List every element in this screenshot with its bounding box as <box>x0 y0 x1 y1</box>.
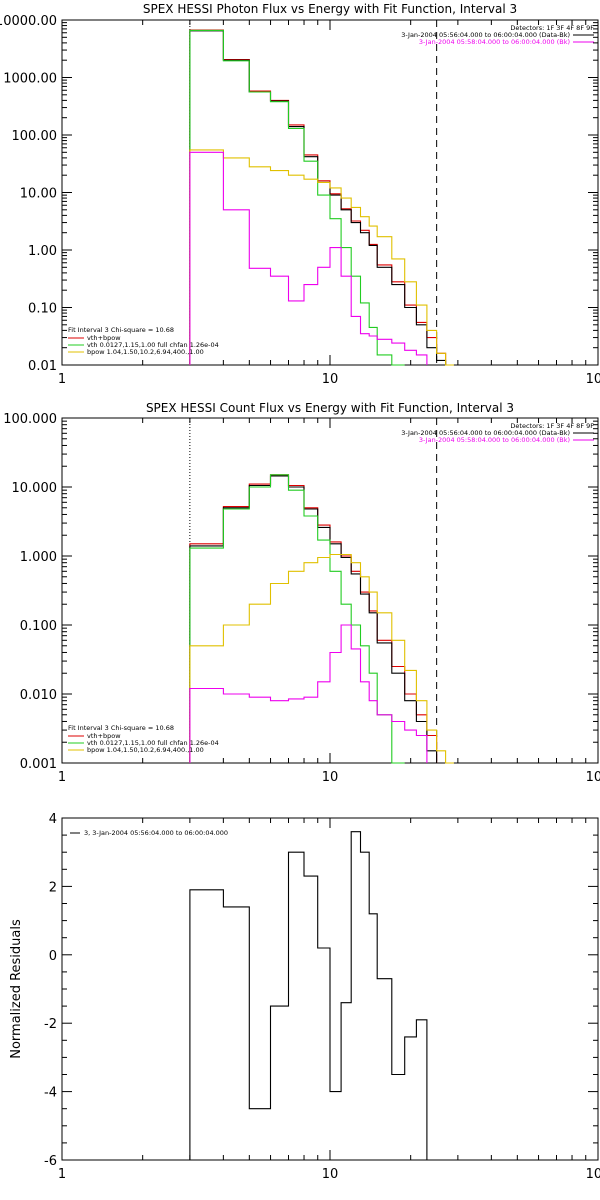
count-flux-legend-title: Fit Interval 3 Chi-square = 10.68 <box>68 724 174 732</box>
count-flux-axes: 1 10 100 0.001 0.010 0.100 1.000 10.000 100.000 <box>3 412 600 785</box>
photon-flux-detectors: Detectors: 1F 3F 4F 8F 9F <box>510 24 594 32</box>
photon-flux-xtick-label: 100 <box>586 372 600 387</box>
photon-flux-xtick-label: 1 <box>58 372 66 387</box>
residuals-series-total <box>189 831 428 1160</box>
photon-flux-series-total <box>189 30 447 365</box>
count-flux-ytick-label: 100.000 <box>3 412 57 427</box>
photon-flux-ytick-label: 1.00 <box>28 244 57 259</box>
count-flux-series <box>189 474 454 764</box>
count-flux-legend-label-3: bpow 1.04,1.50,10.2,6.94,400.,1.00 <box>87 746 204 754</box>
residuals-legend-label: 3, 3-Jan-2004 05:56:04.000 to 06:00:04.0… <box>84 829 228 837</box>
count-flux-series-total <box>189 475 438 763</box>
count-flux-ytick-label: 0.001 <box>20 757 57 772</box>
count-flux-ytick-label: 10.000 <box>12 481 58 496</box>
residuals-ytick-label: -4 <box>44 1086 57 1101</box>
residuals-xtick-label: 10 <box>322 1167 339 1182</box>
photon-flux-legend-label-2: vth 0.0127,1.15,1.00 full chfan 1.26e-04 <box>87 341 219 349</box>
photon-flux-xtick-label: 10 <box>322 372 339 387</box>
count-flux-xtick-label: 1 <box>58 770 66 785</box>
count-flux-series-background <box>189 624 428 763</box>
photon-flux-ytick-label: 10.00 <box>20 187 57 202</box>
residuals-ytick-label: -2 <box>44 1017 57 1032</box>
count-flux-legend-label-2: vth 0.0127,1.15,1.00 full chfan 1.26e-04 <box>87 739 219 747</box>
residuals-ylabel: Normalized Residuals <box>9 919 24 1059</box>
residuals-xtick-label: 100 <box>586 1167 600 1182</box>
photon-flux-series-bpow <box>189 149 454 366</box>
count-flux-series-bpow <box>189 553 454 764</box>
count-flux-header-line-2: 3-Jan-2004 05:58:04.000 to 06:00:04.000 … <box>419 436 570 444</box>
photon-flux-ytick-label: 100.00 <box>12 129 58 144</box>
photon-flux-series-vth_plus_bpow <box>189 29 447 365</box>
photon-flux-header-line-1: 3-Jan-2004 05:56:04.000 to 06:00:04.000 … <box>401 31 570 39</box>
photon-flux-title: SPEX HESSI Photon Flux vs Energy with Fi… <box>143 2 517 16</box>
photon-flux-ytick-label: 0.10 <box>28 302 57 317</box>
count-flux-ytick-label: 0.100 <box>20 619 57 634</box>
count-flux-xtick-label: 100 <box>586 770 600 785</box>
photon-flux-legend-label-1: vth+bpow <box>87 334 121 342</box>
photon-flux-ytick-label: 1000.00 <box>3 72 57 87</box>
residuals-axes: 1 10 100 -6 -4 -2 0 2 4 <box>44 812 600 1182</box>
residuals-ytick-label: 0 <box>49 949 57 964</box>
residuals-ytick-label: 2 <box>49 880 57 895</box>
count-flux-frame <box>61 417 599 764</box>
residuals-ytick-label: -6 <box>44 1154 57 1169</box>
photon-flux-series-vth <box>189 29 405 366</box>
photon-flux-ytick-label: 0.01 <box>28 359 57 374</box>
residuals-panel: 1 10 100 -6 -4 -2 0 2 4 3, 3-Jan-2004 05:56:04.0… <box>9 812 600 1182</box>
residuals-ytick-label: 4 <box>49 812 57 827</box>
count-flux-series-vth_plus_bpow <box>189 474 438 763</box>
count-flux-ytick-label: 0.010 <box>20 688 57 703</box>
photon-flux-panel: SPEX HESSI Photon Flux vs Energy with Fi… <box>0 2 600 387</box>
count-flux-legend-label-1: vth+bpow <box>87 732 121 740</box>
count-flux-xtick-label: 10 <box>322 770 339 785</box>
count-flux-header-line-1: 3-Jan-2004 05:56:04.000 to 06:00:04.000 … <box>401 429 570 437</box>
count-flux-detectors: Detectors: 1F 3F 4F 8F 9F <box>510 422 594 430</box>
residuals-series <box>189 831 428 1160</box>
residuals-xtick-label: 1 <box>58 1167 66 1182</box>
count-flux-ytick-label: 1.000 <box>20 550 57 565</box>
photon-flux-series <box>189 29 454 366</box>
photon-flux-header-line-2: 3-Jan-2004 05:58:04.000 to 06:00:04.000 … <box>419 38 570 46</box>
photon-flux-series-background <box>189 151 428 365</box>
count-flux-title: SPEX HESSI Count Flux vs Energy with Fit… <box>146 401 514 415</box>
count-flux-series-vth <box>189 474 405 764</box>
photon-flux-legend-title: Fit Interval 3 Chi-square = 10.68 <box>68 326 174 334</box>
photon-flux-legend-label-3: bpow 1.04,1.50,10.2,6.94,400.,1.00 <box>87 348 204 356</box>
count-flux-panel: SPEX HESSI Count Flux vs Energy with Fit… <box>3 401 600 785</box>
photon-flux-ytick-label: 10000.00 <box>0 14 57 29</box>
photon-flux-axes: 1 10 100 0.01 0.10 1.00 10.00 100.00 1000.00 1000… <box>0 14 600 387</box>
